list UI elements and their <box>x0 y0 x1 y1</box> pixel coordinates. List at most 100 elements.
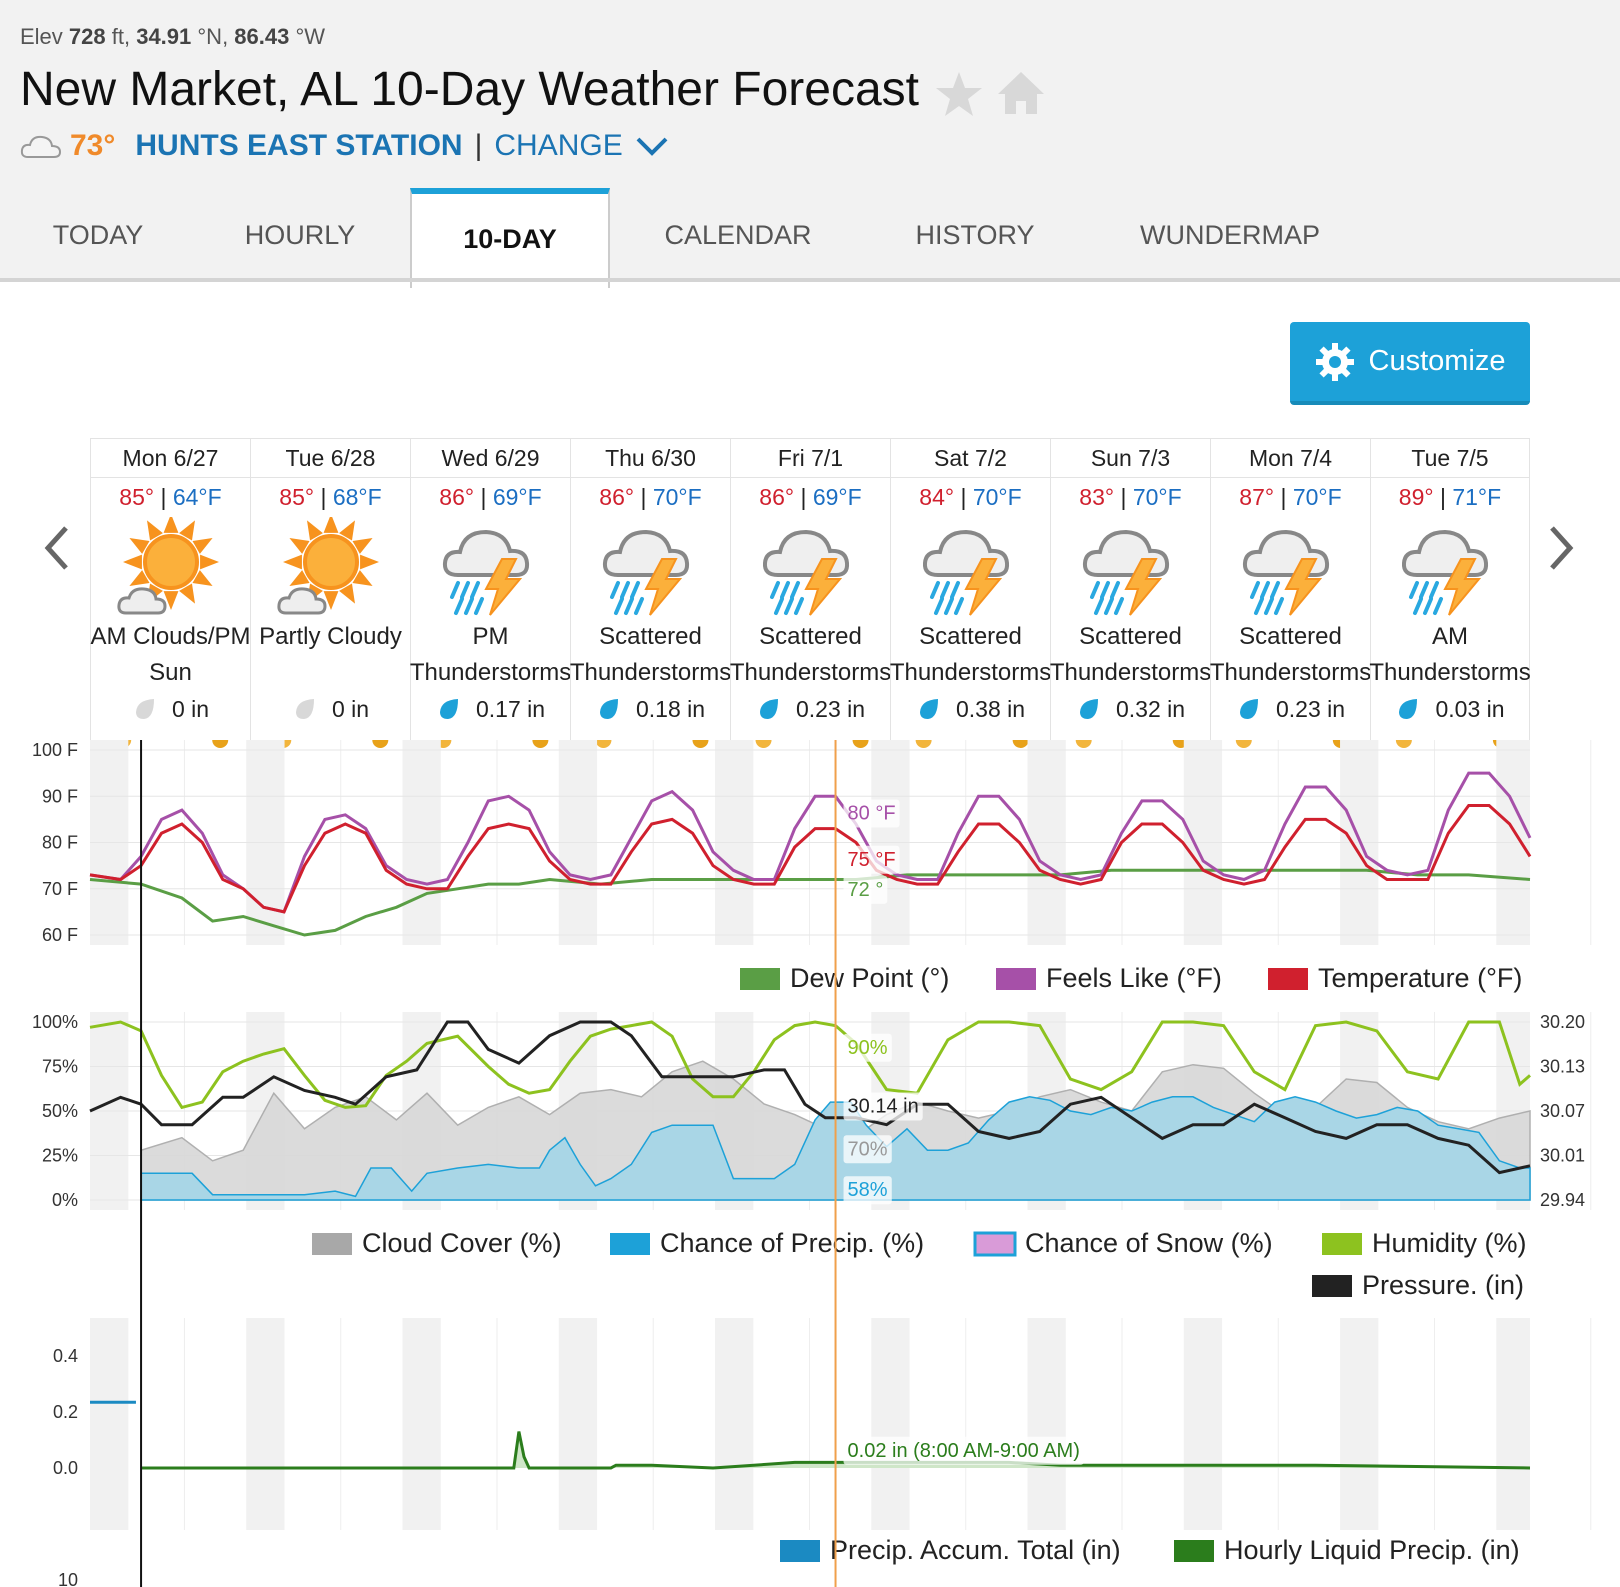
y-tick-label: 0.4 <box>53 1346 78 1366</box>
y-tick-label-right: 30.01 <box>1540 1146 1585 1166</box>
legend-swatch <box>740 968 780 990</box>
elev-unit: ft, <box>105 24 137 49</box>
precip-amount: 0.18 in <box>635 695 706 722</box>
condition-line-1: Scattered <box>759 623 862 650</box>
high-temp: 85° <box>279 484 315 510</box>
change-station-link[interactable]: CHANGE <box>494 129 623 162</box>
legend-swatch <box>312 1233 352 1255</box>
favorite-star-icon[interactable] <box>934 66 984 122</box>
y-tick-label-right: 29.94 <box>1540 1190 1585 1210</box>
lat-value: 34.91 <box>136 24 192 49</box>
y-tick-label-left: 100% <box>32 1012 78 1032</box>
raindrop-icon <box>1079 699 1098 719</box>
condition-line-2: Thunderstorms <box>1369 659 1531 686</box>
page-title: New Market, AL 10-Day Weather Forecast <box>20 63 920 116</box>
cursor-pressure: 30.14 in <box>848 1096 919 1118</box>
sunrise-marker <box>755 740 772 748</box>
tab-calendar[interactable]: CALENDAR <box>664 220 812 250</box>
day-condition: AM Thunderstorms <box>1369 619 1531 691</box>
chevron-left-icon[interactable] <box>38 520 78 576</box>
legend-label: Pressure. (in) <box>1362 1270 1524 1300</box>
day-column[interactable]: Wed 6/29 86° | 69°F PM Thunderstorms 0.17… <box>410 438 571 748</box>
night-band <box>90 1318 129 1530</box>
cursor-humidity-bg <box>843 1033 892 1062</box>
station-name-link[interactable]: HUNTS EAST STATION <box>135 129 463 162</box>
day-column[interactable]: Thu 6/30 86° | 70°F Scattered Thunderstor… <box>570 438 731 748</box>
low-temp: 68°F <box>332 484 382 510</box>
night-band <box>715 1318 754 1530</box>
cursor-hourly-precip: 0.02 in (8:00 AM-9:00 AM) <box>848 1440 1080 1462</box>
day-column[interactable]: Sat 7/2 84° | 70°F Scattered Thunderstorm… <box>890 438 1051 748</box>
temp-separator: | <box>154 484 173 510</box>
tab-hourly[interactable]: HOURLY <box>244 220 356 250</box>
y-tick-label: 100 F <box>32 740 78 760</box>
thunderstorm-icon <box>1242 529 1329 616</box>
legend-label: Feels Like (°F) <box>1046 963 1222 993</box>
tab-today[interactable]: TODAY <box>52 220 144 250</box>
temp-separator: | <box>1433 484 1453 510</box>
series-line <box>89 868 1531 937</box>
cursor-dew-point: 72 ° <box>848 879 884 901</box>
cursor-cloud-cover: 70% <box>848 1138 888 1160</box>
day-condition: Scattered Thunderstorms <box>1209 619 1372 691</box>
day-column[interactable]: Fri 7/1 86° | 69°F Scattered Thunderstorm… <box>730 438 891 748</box>
legend-swatch <box>1268 968 1308 990</box>
precip-amount: 0 in <box>331 695 370 722</box>
day-column[interactable]: Mon 6/27 85° | 64°F AM Clouds/PM Sun 0 in <box>90 438 251 748</box>
tab-history[interactable]: HISTORY <box>915 220 1035 250</box>
chevron-down-icon[interactable] <box>635 135 669 157</box>
day-precip: 0.23 in <box>1211 691 1370 727</box>
high-temp: 85° <box>119 484 155 510</box>
low-temp: 69°F <box>812 484 862 510</box>
day-temps: 84° | 70°F <box>891 484 1050 511</box>
y-tick-label: 90 F <box>42 786 78 806</box>
day-condition: Scattered Thunderstorms <box>1050 619 1211 691</box>
temp-separator: | <box>1114 484 1133 510</box>
chevron-right-icon[interactable] <box>1540 520 1580 576</box>
day-precip: 0 in <box>91 691 250 727</box>
raindrop-icon <box>295 699 314 719</box>
tab-wundermap[interactable]: WUNDERMAP <box>1140 220 1320 250</box>
thunderstorm-icon <box>1082 529 1169 616</box>
gear-icon <box>1315 342 1354 381</box>
lon-value: 86.43 <box>234 24 290 49</box>
condition-line-1: Scattered <box>599 623 702 650</box>
day-precip: 0.18 in <box>571 691 730 727</box>
day-column[interactable]: Mon 7/4 87° | 70°F Scattered Thunderstorm… <box>1209 438 1372 748</box>
sunrise-marker <box>915 740 932 748</box>
high-temp: 86° <box>439 484 475 510</box>
legend-swatch <box>1322 1233 1362 1255</box>
day-column[interactable]: Tue 6/28 85° | 68°F Partly Cloudy 0 in <box>250 438 410 748</box>
pressure-line <box>89 1020 1531 1175</box>
thunderstorm-icon <box>762 529 849 616</box>
tab-10-day[interactable]: 10-DAY <box>410 188 610 288</box>
sunset-marker <box>212 740 229 748</box>
condition-line-2: Thunderstorms <box>1209 659 1372 686</box>
day-temps: 85° | 64°F <box>91 484 250 511</box>
condition-line-1: Partly Cloudy <box>259 623 402 650</box>
day-column[interactable]: Sun 7/3 83° | 70°F Scattered Thunderstorm… <box>1050 438 1211 748</box>
precip-amount: 0 in <box>171 695 210 722</box>
night-band <box>1340 1318 1379 1530</box>
day-precip: 0.23 in <box>731 691 890 727</box>
legend-label: Chance of Precip. (%) <box>660 1228 924 1258</box>
day-temps: 86° | 69°F <box>411 484 570 511</box>
raindrop-icon <box>439 699 458 719</box>
day-temps: 86° | 70°F <box>571 484 730 511</box>
day-date: Thu 6/30 <box>571 438 730 478</box>
day-column[interactable]: Tue 7/5 89° | 71°F AM Thunderstorms 0.03 … <box>1369 438 1531 748</box>
precip-amount: 0.23 in <box>795 695 866 722</box>
day-date: Fri 7/1 <box>731 438 890 478</box>
night-band <box>1496 1318 1530 1530</box>
sunset-marker <box>852 740 869 748</box>
home-icon[interactable] <box>996 68 1046 118</box>
customize-button[interactable]: Customize <box>1290 322 1530 405</box>
cursor-pressure-bg <box>843 1092 923 1121</box>
station-separator: | <box>474 129 483 162</box>
nav-tabs: TODAY HOURLY 10-DAY CALENDAR HISTORY WUN… <box>0 188 1620 288</box>
cursor-cloud-cover-bg <box>843 1135 892 1164</box>
precip-amount: 0.32 in <box>1115 695 1186 722</box>
thunderstorm-icon <box>922 529 1009 616</box>
day-temps: 87° | 70°F <box>1211 484 1370 511</box>
page-header: Elev 728 ft, 34.91 °N, 86.43 °W New Mark… <box>0 0 1620 288</box>
